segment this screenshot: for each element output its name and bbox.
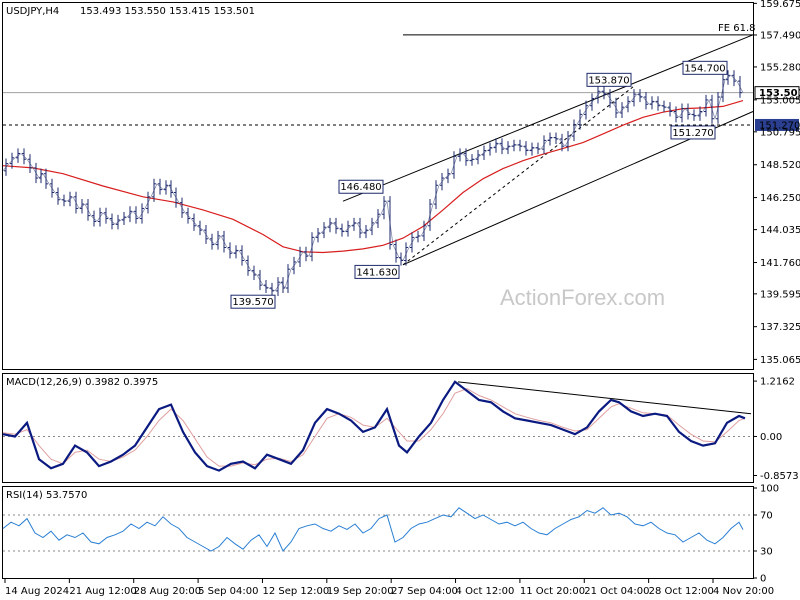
price-panel-frame (2, 2, 754, 370)
macd-series (2, 380, 752, 472)
price-y-tick-label: 135.065 (760, 355, 800, 366)
price-y-tick-label: 148.520 (760, 160, 800, 171)
time-tick-label: 11 Oct 20:00 (520, 586, 585, 597)
price-line (2, 74, 744, 292)
price-panel-title: USDJPY,H4 (6, 6, 59, 17)
macd-y-tick-label: -0.8573 (760, 471, 799, 482)
ohlc-readout: 153.493 153.550 153.415 153.501 (80, 6, 255, 17)
macd-panel-frame (2, 373, 754, 483)
time-tick-label: 12 Sep 12:00 (262, 586, 329, 597)
rsi-panel-frame (2, 486, 754, 579)
rsi-y-tick-label: 30 (760, 547, 773, 558)
price-series (2, 70, 744, 296)
rsi-y-tick-label: 100 (760, 484, 779, 495)
time-tick-label: 4 Oct 12:00 (456, 586, 515, 597)
price-annotation-box (354, 264, 400, 279)
fe-level-label: FE 61.8 (718, 23, 756, 34)
channel-dashed-line (402, 86, 634, 266)
price-annotation: 146.480 (340, 182, 381, 193)
time-tick-label: 21 Aug 12:00 (69, 586, 136, 597)
price-y-tick-label: 155.280 (760, 62, 800, 73)
price-panel: FE 61.8 153.501 151.270 ActionForex.com 14… (2, 0, 800, 370)
price-annotations: 146.480 141.630 139.570 153.870 154.700 151.2… (230, 60, 728, 309)
price-y-tick-label: 139.595 (760, 289, 800, 300)
price-annotation-box (230, 294, 276, 309)
time-tick-label: 28 Aug 20:00 (134, 586, 201, 597)
rsi-line (2, 507, 744, 552)
support-tag (755, 118, 799, 131)
price-annotation: 151.270 (672, 128, 713, 139)
price-y-tick-label: 137.325 (760, 322, 800, 333)
moving-average-line (2, 100, 744, 254)
macd-line (2, 380, 746, 472)
horizontal-levels: FE 61.8 153.501 151.270 (3, 23, 800, 131)
time-tick-label: 5 Sep 04:00 (198, 586, 258, 597)
price-y-tick-label: 159.675 (760, 0, 800, 10)
price-annotation: 141.630 (356, 267, 397, 278)
price-y-tick-label: 150.795 (760, 127, 800, 138)
price-annotation: 139.570 (232, 297, 273, 308)
rsi-grid (3, 514, 753, 552)
rsi-series (2, 507, 744, 552)
price-y-tick-label: 153.005 (760, 95, 800, 106)
channel-upper-line (342, 34, 754, 202)
time-tick-label: 21 Oct 04:00 (584, 586, 649, 597)
support-label: 151.270 (759, 120, 800, 131)
current-price-label: 153.501 (759, 88, 800, 99)
rsi-y-axis: 100 70 30 0 (753, 484, 779, 585)
macd-y-axis: 1.2162 0.00 -0.8573 (753, 377, 799, 482)
price-y-tick-label: 144.035 (760, 225, 800, 236)
watermark: ActionForex.com (500, 285, 665, 310)
price-y-tick-label: 141.760 (760, 258, 800, 269)
time-tick-label: 14 Aug 2024 (5, 586, 69, 597)
macd-y-tick-label: 0.00 (760, 432, 782, 443)
price-annotation: 153.870 (588, 75, 629, 86)
current-price-tag (754, 86, 800, 100)
price-annotation-box (682, 60, 728, 75)
price-annotation-box (670, 125, 716, 140)
time-tick-label: 4 Nov 20:00 (713, 586, 774, 597)
price-y-tick-label: 146.250 (760, 193, 800, 204)
price-annotation-box (338, 179, 384, 194)
macd-trendline (457, 381, 752, 415)
moving-average-series (2, 100, 744, 254)
macd-y-tick-label: 1.2162 (760, 377, 795, 388)
rsi-panel: 100 70 30 0 RSI(14) 53.7570 (2, 484, 779, 585)
time-tick-label: 19 Sep 20:00 (327, 586, 394, 597)
time-tick-label: 28 Oct 12:00 (649, 586, 714, 597)
price-y-tick-label: 157.490 (760, 30, 800, 41)
price-annotation-box (586, 72, 632, 87)
price-y-axis: 159.675 157.490 155.280 153.005 150.795 148.5… (753, 0, 800, 366)
time-tick-label: 27 Sep 04:00 (391, 586, 458, 597)
rsi-y-tick-label: 0 (760, 574, 766, 585)
rsi-y-tick-label: 70 (760, 511, 773, 522)
macd-panel-title: MACD(12,26,9) 0.3982 0.3975 (6, 377, 158, 388)
price-annotation: 154.700 (684, 63, 725, 74)
rsi-panel-title: RSI(14) 53.7570 (6, 490, 87, 501)
macd-panel: 1.2162 0.00 -0.8573 MACD(12,26,9) 0.3982 0… (2, 373, 799, 483)
